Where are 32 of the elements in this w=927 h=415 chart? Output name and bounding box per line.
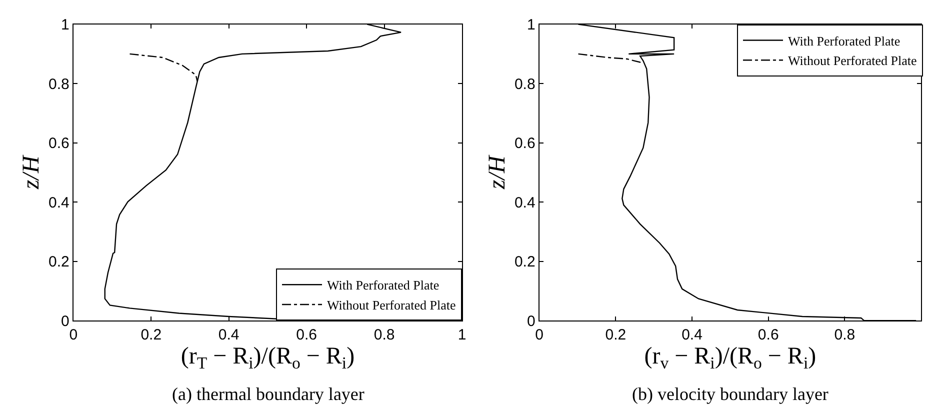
x-tick-label: 0.2 [140, 326, 162, 344]
y-tick-label: 0.4 [514, 194, 536, 212]
y-axis-title: z/H [484, 154, 511, 190]
line-series [129, 53, 198, 82]
x-tick-label: 0.8 [834, 326, 856, 344]
legend-label: Without Perforated Plate [327, 298, 456, 313]
y-tick-label: 0.6 [514, 135, 536, 152]
y-tick-label: 0.2 [514, 254, 536, 271]
x-tick-label: 0.4 [682, 326, 702, 344]
text: (b) velocity boundary layer [632, 384, 828, 404]
x-tick-label: 0.2 [605, 326, 626, 344]
x-tick-label: 1 [458, 326, 466, 344]
text: (a) thermal boundary layer [172, 384, 364, 404]
y-tick-label: 0.8 [514, 76, 536, 93]
x-tick-label: 0.6 [758, 326, 779, 344]
y-tick-label: 0.6 [48, 135, 70, 152]
legend-label: With Perforated Plate [327, 278, 440, 293]
y-tick-label: 0.8 [48, 76, 70, 93]
y-tick-label: 0 [526, 312, 536, 330]
text: (r$_{T}$ − R$_{i}$)/(R$_{o}$ − R$_{i}$) [180, 344, 355, 373]
y-tick-label: 0 [61, 312, 70, 330]
legend-label: With Perforated Plate [788, 33, 900, 48]
x-tick-label: 0.4 [218, 326, 240, 344]
y-axis-title: z/H [18, 154, 45, 190]
legend-label: Without Perforated Plate [788, 53, 917, 68]
y-tick-label: 1 [526, 16, 536, 34]
text: (r$_{v}$ − R$_{i}$)/(R$_{o}$ − R$_{i}$) [644, 344, 816, 373]
x-tick-label: 0.8 [374, 326, 395, 344]
x-tick-label: 0.6 [296, 326, 317, 344]
y-tick-label: 0.2 [48, 254, 70, 271]
y-tick-label: 0.4 [48, 194, 70, 212]
y-tick-label: 1 [61, 16, 70, 34]
